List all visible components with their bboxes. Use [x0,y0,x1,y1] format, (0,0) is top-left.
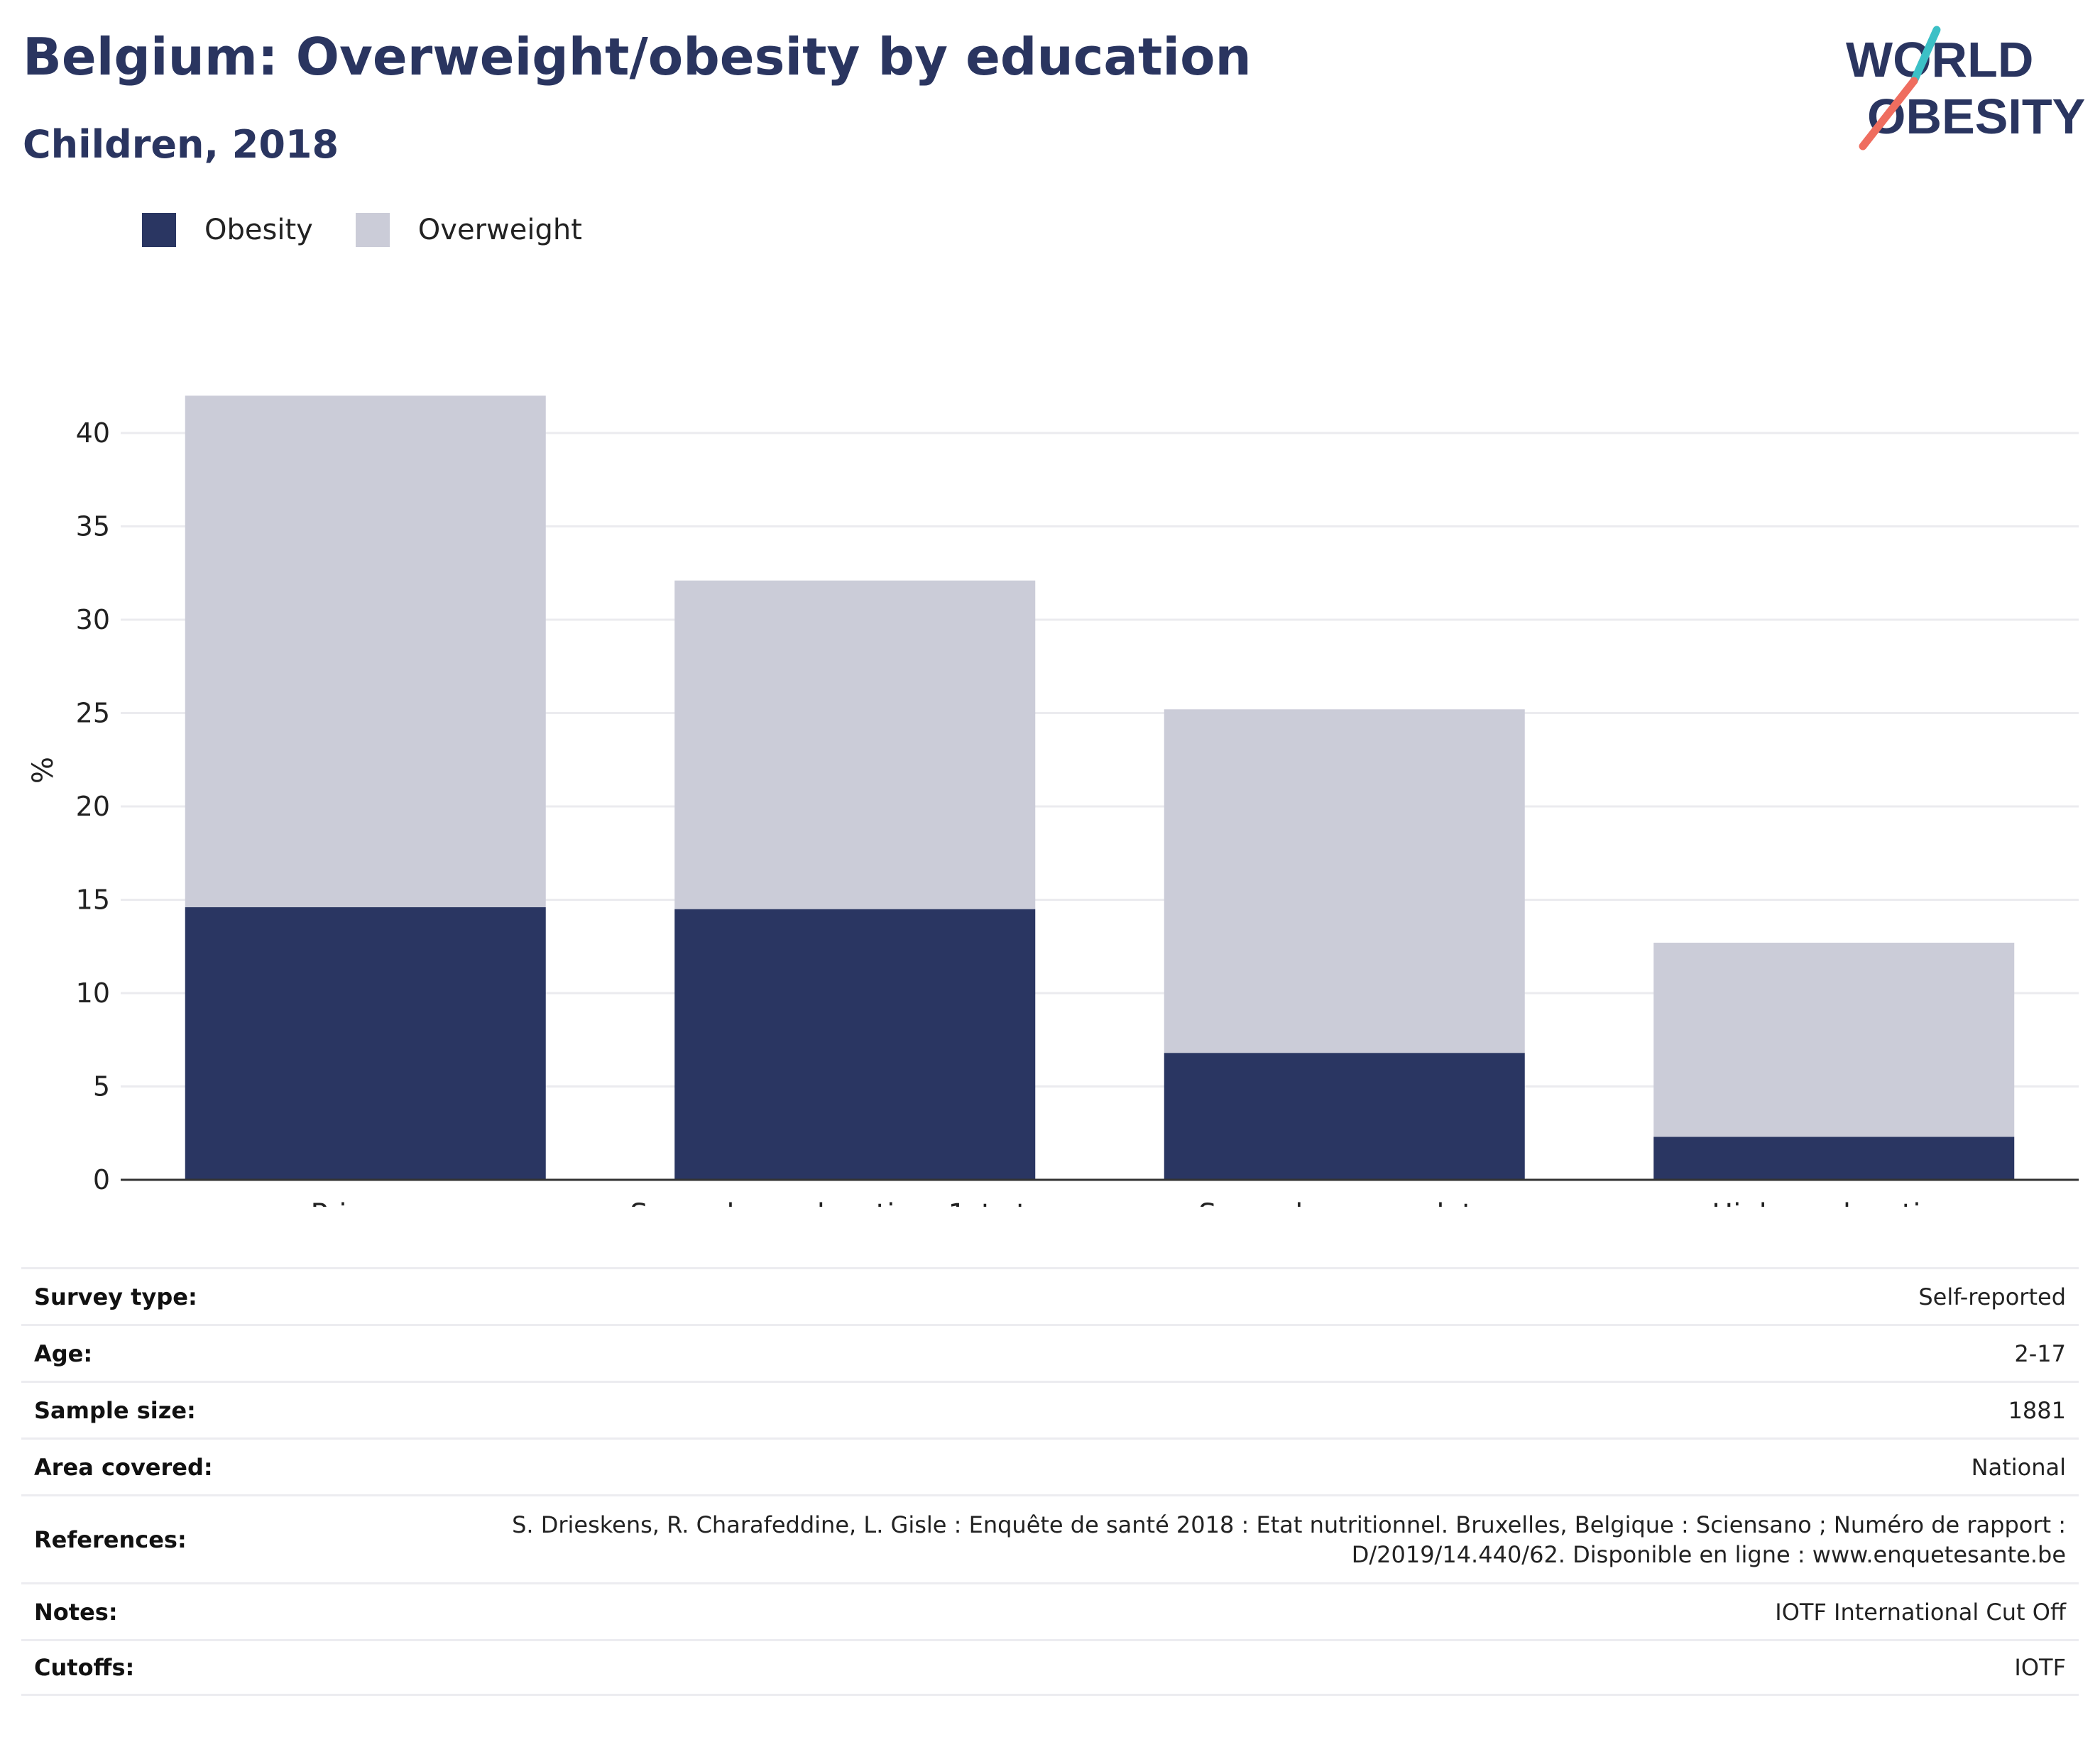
chart-legend: Obesity Overweight [142,210,625,250]
metadata-row: References: S. Drieskens, R. Charafeddine… [21,1494,2079,1582]
y-tick-label: 35 [76,511,110,542]
legend-swatch-obesity [142,213,176,247]
metadata-value: S. Drieskens, R. Charafeddine, L. Gisle … [512,1511,2066,1568]
bar-obesity [674,909,1036,1180]
legend-item-overweight: Overweight [355,213,582,247]
x-tick-label: Secondary education, 1st stage [630,1198,1080,1207]
metadata-row: Cutoffs: IOTF [21,1639,2079,1696]
bar-overweight [1164,709,1525,1053]
y-tick-label: 10 [76,977,110,1009]
bar-chart: 0 5 10 15 20 25 30 35 40 Primary Secondary educati… [27,395,2079,1207]
y-axis-label: % [27,757,60,784]
metadata-row: Notes: IOTF International Cut Off [21,1582,2079,1639]
metadata-label: References: [34,1526,187,1553]
y-tick-label: 0 [93,1164,110,1195]
bar-overweight [674,580,1036,909]
y-tick-label: 30 [76,604,110,635]
metadata-label: Area covered: [34,1453,213,1481]
metadata-value: IOTF [2014,1654,2066,1681]
world-obesity-logo: WORLD OBESITY [1846,26,2085,150]
metadata-value: 2-17 [2014,1340,2066,1367]
metadata-label: Age: [34,1340,93,1367]
x-tick-label: Secondary complete [1198,1198,1490,1207]
bar-obesity [1164,1053,1525,1180]
legend-label-obesity: Obesity [204,214,313,246]
chart-title: Belgium: Overweight/obesity by education [23,27,1252,87]
metadata-row: Age: 2-17 [21,1324,2079,1381]
y-tick-label: 20 [76,791,110,822]
bar-overweight [1653,942,2015,1137]
y-tick-label: 5 [93,1071,110,1102]
metadata-row: Area covered: National [21,1437,2079,1494]
metadata-value: 1881 [2008,1396,2066,1424]
y-tick-label: 25 [76,698,110,729]
x-tick-label: Primary [310,1198,420,1207]
y-tick-label: 40 [76,417,110,449]
metadata-row: Survey type: Self-reported [21,1267,2079,1324]
svg-text:WORLD: WORLD [1846,32,2033,87]
x-tick-label: Higher education [1712,1198,1956,1207]
chart-subtitle: Children, 2018 [23,122,339,167]
metadata-label: Notes: [34,1598,118,1626]
bar-obesity [1653,1137,2015,1180]
y-tick-label: 15 [76,885,110,916]
metadata-label: Survey type: [34,1283,197,1310]
metadata-row: Sample size: 1881 [21,1381,2079,1437]
bar-obesity [185,907,546,1180]
metadata-value: IOTF International Cut Off [1775,1598,2066,1626]
metadata-table: Survey type: Self-reported Age: 2-17 Sample … [21,1267,2079,1696]
metadata-value: National [1971,1453,2066,1481]
legend-item-obesity: Obesity [142,213,313,247]
legend-label-overweight: Overweight [417,214,582,246]
metadata-label: Sample size: [34,1396,196,1424]
legend-swatch-overweight [355,213,390,247]
metadata-label: Cutoffs: [34,1654,135,1681]
bar-overweight [185,395,546,908]
metadata-value: Self-reported [1918,1283,2066,1310]
